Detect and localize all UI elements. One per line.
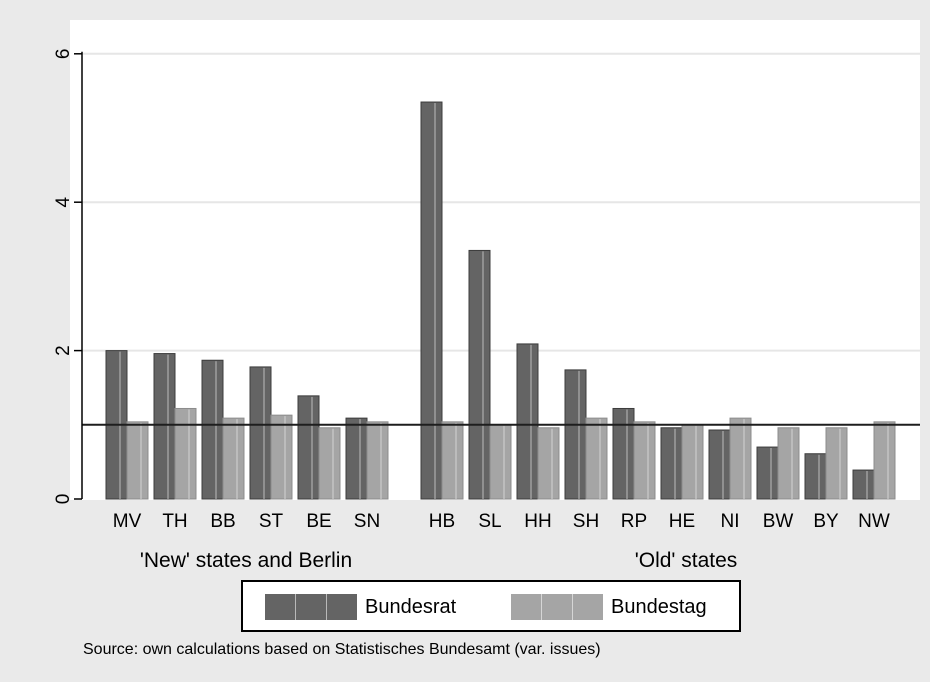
group-labels: 'New' states and Berlin 'Old' states bbox=[140, 549, 737, 572]
legend: Bundesrat Bundestag bbox=[241, 580, 741, 632]
y-tick-label: 0 bbox=[53, 494, 74, 505]
bar-bundesrat-bb bbox=[201, 359, 224, 500]
x-tick-label: HB bbox=[429, 511, 455, 532]
x-tick-label: SH bbox=[573, 511, 599, 532]
bar-bundesrat-sn bbox=[345, 417, 368, 500]
y-axis: 0 2 4 6 bbox=[53, 49, 83, 505]
group-label: 'Old' states bbox=[635, 549, 738, 572]
legend-swatch-bundestag bbox=[511, 594, 603, 620]
bar-bundesrat-by bbox=[804, 453, 827, 500]
bar-bundesrat-rp bbox=[612, 407, 635, 500]
bar-bundestag-st bbox=[270, 414, 293, 500]
bar-bundestag-ni bbox=[729, 417, 752, 500]
bar-bundestag-hh bbox=[537, 427, 560, 500]
bar-bundesrat-he bbox=[660, 427, 683, 500]
bar-bundestag-th bbox=[174, 407, 197, 500]
legend-item-bundesrat: Bundesrat bbox=[265, 594, 456, 620]
bar-bundestag-hb bbox=[441, 421, 464, 500]
x-tick-label: TH bbox=[162, 511, 187, 532]
x-tick-label: RP bbox=[621, 511, 647, 532]
bar-bundestag-by bbox=[825, 427, 848, 500]
legend-swatch-bundesrat bbox=[265, 594, 357, 620]
bar-bundesrat-sl bbox=[468, 249, 491, 500]
legend-item-bundestag: Bundestag bbox=[511, 594, 707, 620]
bar-bundestag-nw bbox=[873, 421, 896, 500]
bar-bundestag-mv bbox=[126, 421, 149, 500]
bar-bundesrat-bw bbox=[756, 446, 779, 500]
x-axis-labels: MV TH BB ST BE SN HB SL HH SH RP HE NI BW BY NW bbox=[113, 511, 890, 532]
x-tick-label: NI bbox=[721, 511, 740, 532]
bar-bundestag-sn bbox=[366, 421, 389, 500]
bar-bundestag-rp bbox=[633, 421, 656, 500]
x-tick-label: HE bbox=[669, 511, 695, 532]
x-tick-label: SL bbox=[478, 511, 501, 532]
bar-bundestag-bb bbox=[222, 417, 245, 500]
bar-bundestag-sl bbox=[489, 424, 512, 500]
bar-bundesrat-be bbox=[297, 395, 320, 500]
bar-bundesrat-st bbox=[249, 366, 272, 500]
x-tick-label: BE bbox=[306, 511, 331, 532]
x-tick-label: NW bbox=[858, 511, 890, 532]
y-tick-label: 4 bbox=[53, 196, 74, 207]
bar-bundesrat-hh bbox=[516, 343, 539, 500]
x-tick-label: BW bbox=[763, 511, 794, 532]
bar-bundesrat-hb bbox=[420, 101, 443, 500]
bar-bundesrat-ni bbox=[708, 429, 731, 500]
bar-bundesrat-sh bbox=[564, 369, 587, 500]
x-tick-label: MV bbox=[113, 511, 142, 532]
x-tick-label: BY bbox=[813, 511, 839, 532]
y-tick-label: 2 bbox=[53, 345, 74, 356]
y-tick-label: 6 bbox=[53, 49, 74, 60]
bar-bundestag-be bbox=[318, 427, 341, 500]
bar-bundestag-sh bbox=[585, 417, 608, 500]
x-tick-label: BB bbox=[210, 511, 235, 532]
bar-bundestag-he bbox=[681, 424, 704, 500]
bar-bundesrat-th bbox=[153, 353, 176, 500]
bar-bundesrat-nw bbox=[852, 469, 875, 500]
group-label: 'New' states and Berlin bbox=[140, 549, 352, 572]
x-tick-label: SN bbox=[354, 511, 380, 532]
bar-bundestag-bw bbox=[777, 427, 800, 500]
legend-label-bundesrat: Bundesrat bbox=[365, 595, 457, 618]
x-tick-label: HH bbox=[524, 511, 551, 532]
gridlines bbox=[82, 52, 920, 352]
x-tick-label: ST bbox=[259, 511, 284, 532]
source-note: Source: own calculations based on Statis… bbox=[83, 641, 601, 658]
legend-label-bundestag: Bundestag bbox=[611, 595, 707, 618]
bars bbox=[105, 101, 896, 500]
